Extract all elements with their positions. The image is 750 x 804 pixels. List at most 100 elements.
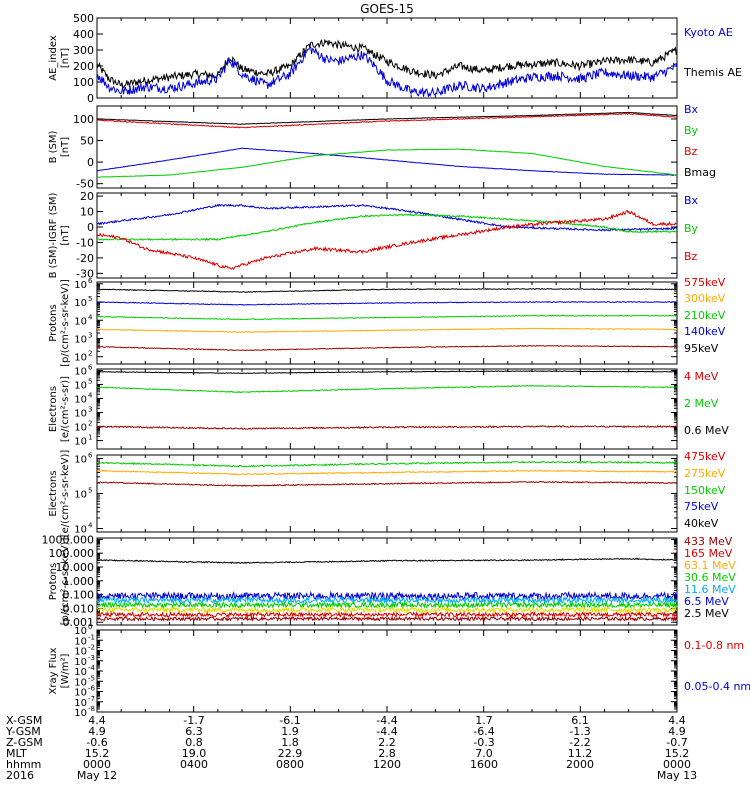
y-tick-label: -30 — [76, 267, 94, 280]
footer-value: 7.0 — [475, 747, 493, 760]
footer-value: 1.8 — [281, 736, 299, 749]
footer-value: -0.6 — [86, 736, 107, 749]
legend-entry: 75keV — [684, 500, 719, 513]
series-line-protons_high-30-6-mev — [96, 600, 678, 610]
y-axis-label: [p/(cm²-s-sr-keV)] — [60, 279, 71, 367]
y-tick-label: 0 — [87, 156, 94, 169]
footer-value: 0400 — [180, 758, 208, 771]
series-line-electrons_high-2-mev — [97, 384, 677, 394]
legend-entry: Bx — [684, 103, 699, 116]
footer-value: -0.3 — [473, 736, 494, 749]
legend-entry: Bz — [684, 250, 698, 263]
y-axis-label: B (SM) — [48, 130, 59, 163]
footer-value: 1600 — [470, 758, 498, 771]
y-tick-label: 1.000 — [63, 575, 95, 588]
legend-entry: 165 MeV — [684, 547, 733, 560]
series-line-bsm-by — [96, 148, 678, 178]
y-tick-label: 0 — [87, 92, 94, 105]
y-tick-label-exponent: 3 — [88, 331, 92, 339]
panel-frame-protons_high — [96, 537, 678, 626]
footer-value: 15.2 — [85, 747, 110, 760]
legend-entry: 300keV — [684, 292, 726, 305]
panel-frame-electrons_high — [96, 368, 678, 450]
legend-entry: 95keV — [684, 342, 719, 355]
footer-value: 2000 — [566, 758, 594, 771]
y-tick-label: 10 — [74, 667, 87, 678]
footer-value: May 13 — [657, 769, 697, 782]
footer-value: 22.9 — [278, 747, 303, 760]
y-tick-label-exponent: -5 — [88, 674, 95, 682]
series-line-electrons_low-150kev — [96, 460, 678, 468]
series-line-electrons_low-275kev — [96, 469, 678, 476]
y-tick-label: 500 — [73, 12, 94, 25]
series-line-protons_low-210kev — [96, 314, 678, 321]
y-tick-label: 10 — [74, 298, 87, 309]
series-line-ae-kyoto-ae — [96, 45, 678, 98]
chart-title: GOES-15 — [360, 2, 414, 16]
footer-value: -4.4 — [376, 725, 397, 738]
y-tick-label: 200 — [73, 60, 94, 73]
footer-row-label: MLT — [6, 747, 27, 760]
series-line-protons_low-95kev — [96, 288, 678, 293]
y-tick-label: 300 — [73, 44, 94, 57]
series-line-electrons_low-475kev — [97, 480, 678, 488]
y-tick-label: 10 — [74, 366, 87, 377]
y-tick-label-exponent: -8 — [88, 705, 95, 713]
y-tick-label: 0 — [87, 221, 94, 234]
y-tick-label: 10 — [74, 647, 87, 658]
footer-value: 4.9 — [88, 725, 106, 738]
y-axis-label: Protons — [48, 563, 59, 600]
legend-entry: Bz — [684, 145, 698, 158]
panel-frame-bigrf — [96, 192, 678, 279]
series-line-protons_high-11-6-mev — [96, 595, 678, 605]
series-line-protons_high-2-5-mev — [96, 557, 678, 564]
series-line-protons_low-300kev — [96, 327, 677, 334]
y-tick-label-exponent: 6 — [88, 277, 93, 285]
footer-value: 15.2 — [665, 747, 690, 760]
y-tick-label: 10 — [74, 437, 87, 448]
legend-entry: Themis AE — [683, 66, 742, 79]
footer-row-label: X-GSM — [6, 714, 42, 727]
y-tick-label: 100 — [73, 113, 94, 126]
series-line-protons_low-575kev — [96, 344, 678, 352]
footer-value: -1.3 — [569, 725, 590, 738]
y-tick-label: -20 — [76, 252, 94, 265]
panel-frame-bsm — [96, 105, 678, 189]
y-tick-label-exponent: 5 — [88, 487, 92, 495]
y-tick-label: 10 — [74, 688, 87, 699]
footer-row-label: 2016 — [6, 769, 34, 782]
footer-value: 2.2 — [378, 736, 396, 749]
footer-value: 6.3 — [185, 725, 203, 738]
series-line-bsm-bz — [96, 112, 678, 129]
y-axis-label: Protons — [48, 304, 59, 341]
y-tick-label: 10 — [74, 394, 87, 405]
y-tick-label-exponent: 3 — [88, 406, 92, 414]
y-tick-label: 10 — [74, 636, 87, 647]
legend-entry: 150keV — [684, 484, 726, 497]
y-tick-label-exponent: 0 — [88, 623, 92, 631]
y-tick-label-exponent: 2 — [88, 420, 92, 428]
legend-entry: 40keV — [684, 517, 719, 530]
footer-row-label: Z-GSM — [6, 736, 43, 749]
y-axis-label: [W/m²] — [60, 653, 71, 688]
series-line-ae-themis-ae — [96, 38, 678, 88]
y-tick-label: 10 — [74, 316, 87, 327]
y-tick-label: 100.000 — [49, 547, 95, 560]
footer-value: 0000 — [83, 758, 111, 771]
y-tick-label: 50 — [80, 135, 94, 148]
footer-value: -6.4 — [473, 725, 494, 738]
series-line-bsm-bmag — [96, 111, 678, 125]
y-axis-label: Electrons — [48, 386, 59, 432]
y-tick-label: 10 — [74, 708, 87, 719]
legend-entry: By — [684, 222, 699, 235]
legend-entry: 140keV — [684, 325, 726, 338]
footer-value: 4.4 — [668, 714, 686, 727]
y-tick-label-exponent: -3 — [88, 654, 95, 662]
y-tick-label-exponent: 2 — [88, 350, 92, 358]
legend-entry: 433 MeV — [684, 535, 733, 548]
series-line-electrons_high-4-mev — [96, 424, 678, 430]
legend-entry: Kyoto AE — [684, 26, 733, 39]
y-tick-label: 10 — [74, 423, 87, 434]
legend-entry: 11.6 MeV — [684, 583, 736, 596]
